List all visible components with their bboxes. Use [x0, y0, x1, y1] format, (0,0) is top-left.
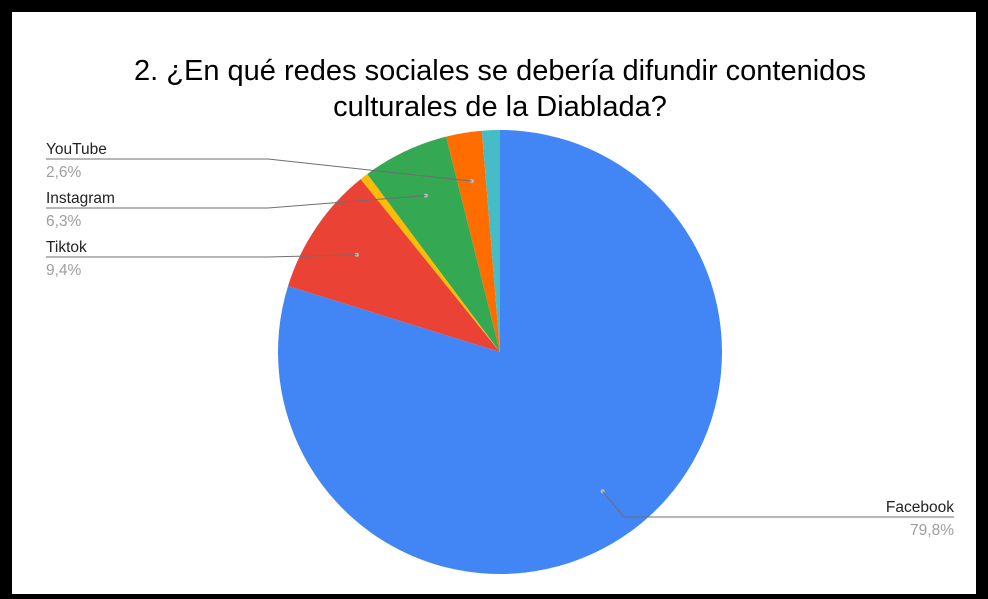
slice-value-tiktok: 9,4% [46, 262, 82, 279]
chart-title-line-2: culturales de la Diablada? [333, 91, 667, 123]
slice-label-tiktok: Tiktok [46, 239, 87, 256]
leader-line-facebook [602, 491, 954, 518]
chart-area: 2. ¿En qué redes sociales se debería dif… [12, 12, 976, 594]
slice-label-facebook: Facebook [886, 499, 954, 516]
pie-chart: 2. ¿En qué redes sociales se debería dif… [46, 55, 954, 574]
slice-labels: Facebook 79,8% Tiktok 9,4% Instagram 6,3% YouT… [46, 141, 954, 539]
slice-value-youtube: 2,6% [46, 164, 82, 181]
pie-slice-instagram[interactable] [367, 136, 500, 352]
pie-slice-tiktok[interactable] [288, 179, 500, 352]
leader-line-tiktok [46, 254, 357, 258]
pie-slice-other-2[interactable] [360, 174, 500, 352]
slice-label-youtube: YouTube [46, 141, 107, 158]
leader-lines [46, 158, 954, 518]
leader-line-youtube [46, 158, 472, 182]
pie-slices [278, 130, 723, 574]
pie-slice-facebook[interactable] [278, 130, 723, 574]
slice-value-instagram: 6,3% [46, 213, 82, 230]
slice-label-instagram: Instagram [46, 190, 115, 207]
chart-title-line-1: 2. ¿En qué redes sociales se debería dif… [134, 55, 866, 87]
pie-slice-other-5[interactable] [481, 130, 500, 352]
leader-line-instagram [46, 195, 426, 209]
pie-slice-youtube[interactable] [446, 130, 500, 352]
slice-value-facebook: 79,8% [910, 522, 954, 539]
